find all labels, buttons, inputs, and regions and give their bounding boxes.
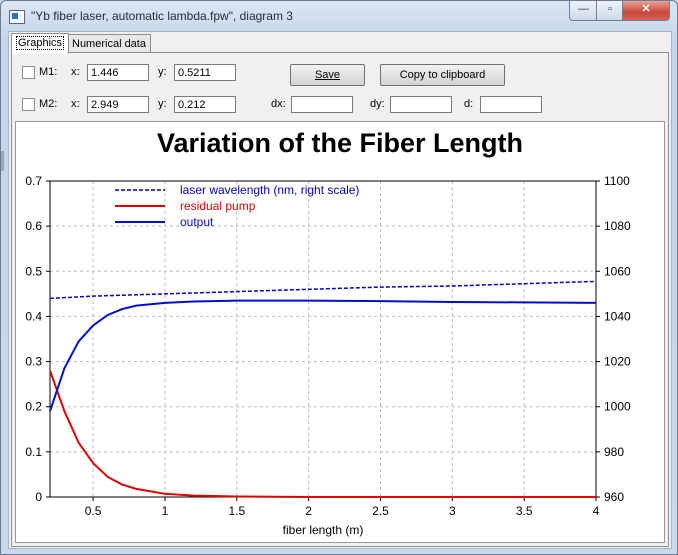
minimize-button[interactable]: — <box>569 1 598 21</box>
save-button-label: Save <box>314 69 341 81</box>
fiber-length-chart[interactable]: Variation of the Fiber Length 0.5 1 1.5 2 2.5… <box>16 122 664 542</box>
x-tick-label: 4 <box>593 504 600 518</box>
m2-checkbox[interactable] <box>22 98 35 111</box>
x-tick-label: 1.5 <box>228 504 245 518</box>
x-tick-label: 1 <box>162 504 169 518</box>
plot-border <box>49 180 597 498</box>
x-tick-label: 2 <box>305 504 312 518</box>
d-label: d: <box>464 98 474 110</box>
close-button[interactable]: ✕ <box>622 1 670 21</box>
window-title: "Yb fiber laser, automatic lambda.fpw", … <box>31 9 293 23</box>
y2-tick-label: 1000 <box>604 400 631 414</box>
m2-x-label: x: <box>71 98 80 110</box>
y-tick-label: 0.3 <box>25 355 42 369</box>
client-area: Graphics Numerical data M1: x: 1.446 y: … <box>8 31 672 549</box>
y-tick-label: 0.7 <box>25 174 42 188</box>
y2-tick-label: 1080 <box>604 219 631 233</box>
m2-y-field[interactable]: 0.212 <box>174 96 236 113</box>
tab-graphics-label: Graphics <box>16 36 65 50</box>
m1-y-label: y: <box>158 66 167 78</box>
m1-x-label: x: <box>71 66 80 78</box>
left-resize-grip[interactable] <box>1 151 4 171</box>
y2-tick-label: 980 <box>604 445 624 459</box>
legend-label: residual pump <box>180 199 256 213</box>
x-axis-label: fiber length (m) <box>283 523 364 537</box>
m1-x-field[interactable]: 1.446 <box>87 64 149 81</box>
x-tick-label: 3 <box>449 504 456 518</box>
m2-label: M2: <box>39 98 58 110</box>
series-line-laser <box>49 280 597 300</box>
tab-numerical-data[interactable]: Numerical data <box>67 34 151 54</box>
m2-y-label: y: <box>158 98 167 110</box>
tab-graphics[interactable]: Graphics <box>11 33 70 54</box>
dx-label: dx: <box>271 98 286 110</box>
series-line-residual <box>49 370 596 498</box>
m1-label: M1: <box>39 66 58 78</box>
y2-tick-label: 1020 <box>604 355 631 369</box>
y-tick-label: 0.6 <box>25 219 42 233</box>
y2-tick-label: 1100 <box>604 174 630 188</box>
y2-tick-label: 1060 <box>604 264 631 278</box>
copy-to-clipboard-button[interactable]: Copy to clipboard <box>380 64 505 86</box>
x-tick-label: 0.5 <box>85 504 102 518</box>
y2-tick-label: 960 <box>604 490 624 504</box>
y-tick-label: 0 <box>35 490 42 504</box>
y2-tick-label: 1040 <box>604 309 631 323</box>
plot-area[interactable]: Variation of the Fiber Length 0.5 1 1.5 2 2.5… <box>15 121 665 543</box>
series-line-output <box>49 299 597 412</box>
y-tick-label: 0.2 <box>25 400 42 414</box>
m1-checkbox[interactable] <box>22 66 35 79</box>
app-icon[interactable] <box>9 10 25 24</box>
title-bar[interactable]: "Yb fiber laser, automatic lambda.fpw", … <box>1 1 677 31</box>
dy-label: dy: <box>370 98 385 110</box>
m2-x-field[interactable]: 2.949 <box>87 96 149 113</box>
chart-title: Variation of the Fiber Length <box>157 128 523 158</box>
maximize-button[interactable]: ▫ <box>596 1 624 21</box>
m1-y-field[interactable]: 0.5211 <box>174 64 236 81</box>
legend-label: laser wavelength (nm, right scale) <box>180 183 359 197</box>
y-tick-label: 0.1 <box>25 445 42 459</box>
x-tick-label: 2.5 <box>372 504 389 518</box>
y-tick-label: 0.4 <box>25 309 42 323</box>
tab-numerical-data-label: Numerical data <box>72 38 146 50</box>
y-tick-label: 0.5 <box>25 264 42 278</box>
save-button[interactable]: Save <box>290 64 365 86</box>
graphics-panel: M1: x: 1.446 y: 0.5211 Save Copy to clip… <box>11 52 669 547</box>
x-tick-label: 3.5 <box>516 504 533 518</box>
dy-field[interactable] <box>390 96 452 113</box>
d-field[interactable] <box>480 96 542 113</box>
legend-label: output <box>180 215 214 229</box>
dx-field[interactable] <box>291 96 353 113</box>
